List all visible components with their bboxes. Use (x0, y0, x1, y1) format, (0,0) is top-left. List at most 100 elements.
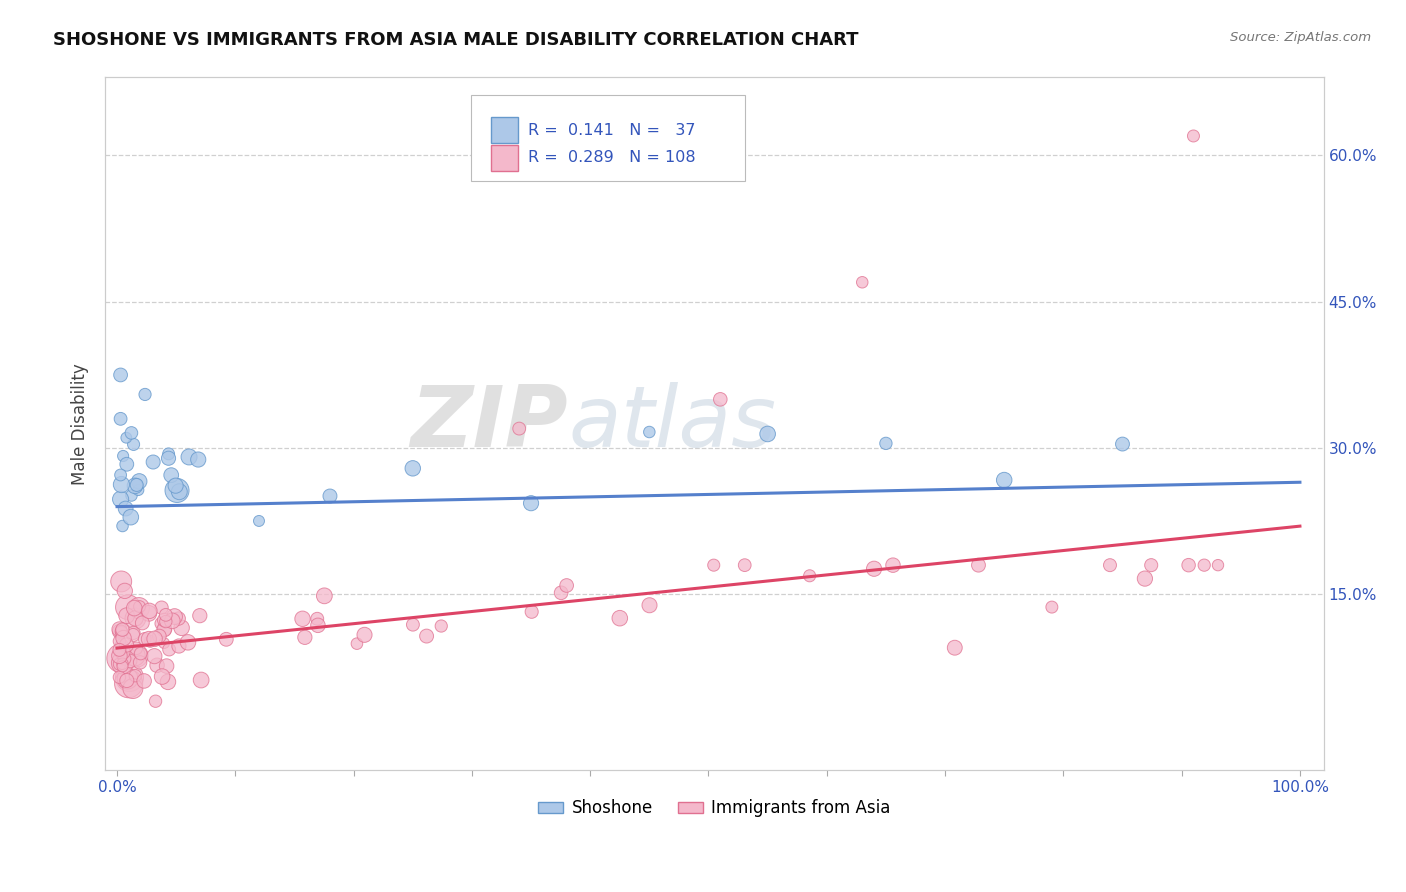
Point (124, 648, 146, 663)
Point (555, 578, 578, 592)
Point (142, 455, 165, 469)
Point (111, 659, 134, 673)
Point (121, 489, 143, 503)
Point (943, 640, 966, 655)
Point (520, 496, 543, 510)
Point (1040, 600, 1063, 615)
Point (108, 624, 131, 639)
Point (734, 558, 756, 573)
Point (550, 586, 572, 600)
Point (150, 669, 173, 683)
Point (863, 562, 886, 576)
Point (110, 412, 132, 426)
Point (353, 628, 375, 642)
Point (110, 574, 132, 589)
Point (115, 457, 138, 471)
Point (139, 634, 162, 648)
Point (402, 617, 425, 632)
Point (1098, 558, 1121, 573)
Bar (492, 117, 519, 144)
Text: R =  0.141   N =   37: R = 0.141 N = 37 (529, 122, 696, 137)
Point (160, 468, 183, 483)
Point (190, 673, 212, 687)
Legend: Shoshone, Immigrants from Asia: Shoshone, Immigrants from Asia (531, 793, 897, 824)
Point (703, 558, 725, 573)
Point (112, 449, 135, 463)
Point (153, 623, 176, 637)
Point (799, 568, 821, 582)
Point (110, 492, 132, 507)
Point (125, 641, 148, 656)
Point (520, 605, 543, 619)
Point (148, 629, 170, 643)
Point (1133, 572, 1156, 586)
Point (108, 634, 131, 648)
Point (110, 624, 132, 639)
Point (153, 622, 176, 636)
Point (122, 681, 145, 696)
Point (307, 612, 329, 626)
Point (110, 651, 132, 665)
Point (114, 651, 136, 665)
Point (117, 600, 139, 615)
Point (307, 618, 329, 632)
Point (115, 608, 138, 623)
Point (155, 607, 177, 622)
Point (1140, 558, 1163, 573)
Bar (492, 145, 519, 171)
FancyBboxPatch shape (471, 95, 745, 181)
Point (125, 478, 148, 492)
Point (122, 437, 145, 451)
Point (110, 477, 132, 491)
Point (319, 489, 342, 503)
Point (108, 622, 131, 636)
Point (851, 275, 873, 289)
Point (638, 599, 661, 613)
Point (169, 484, 191, 499)
Point (430, 619, 453, 633)
Point (110, 368, 132, 382)
Point (138, 632, 160, 646)
Point (177, 635, 200, 649)
Point (110, 468, 132, 483)
Point (155, 615, 177, 629)
Point (120, 510, 142, 524)
Point (882, 558, 904, 573)
Point (125, 648, 148, 663)
Point (134, 673, 156, 688)
Text: atlas: atlas (568, 382, 776, 466)
Point (114, 583, 136, 598)
Point (756, 426, 779, 441)
Point (138, 607, 160, 621)
Point (415, 629, 437, 643)
Point (177, 450, 200, 464)
Point (143, 649, 166, 664)
Point (150, 616, 173, 631)
Point (122, 625, 145, 640)
Point (1177, 558, 1199, 573)
Point (117, 672, 139, 686)
Point (314, 589, 336, 603)
Point (124, 611, 146, 625)
Point (294, 630, 316, 644)
Point (157, 451, 180, 466)
Point (1111, 437, 1133, 451)
Y-axis label: Male Disability: Male Disability (72, 363, 89, 484)
Point (163, 609, 186, 624)
Point (188, 608, 211, 623)
Point (993, 473, 1015, 487)
Point (156, 674, 179, 689)
Point (187, 452, 209, 467)
Point (145, 694, 167, 708)
Point (108, 670, 131, 684)
Point (153, 613, 176, 627)
Point (111, 656, 134, 670)
Point (167, 639, 190, 653)
Point (108, 648, 131, 663)
Point (112, 631, 135, 645)
Point (1192, 558, 1215, 573)
Text: Source: ZipAtlas.com: Source: ZipAtlas.com (1230, 31, 1371, 45)
Point (129, 647, 152, 661)
Point (111, 645, 134, 659)
Point (709, 392, 731, 407)
